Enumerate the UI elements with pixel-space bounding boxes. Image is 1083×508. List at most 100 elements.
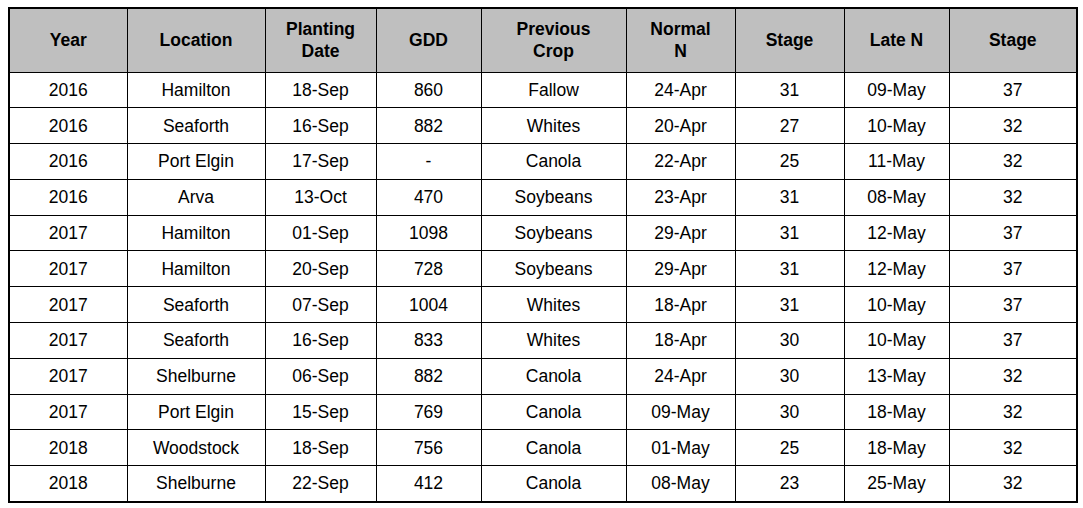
- table-cell: 10-May: [844, 323, 949, 359]
- table-cell: 31: [735, 287, 844, 323]
- table-cell: 09-May: [626, 394, 735, 430]
- table-cell: 31: [735, 72, 844, 108]
- table-cell: 25-May: [844, 466, 949, 502]
- table-cell: 1098: [376, 215, 481, 251]
- table-header: YearLocationPlanting DateGDDPrevious Cro…: [9, 8, 1077, 72]
- table-cell: 22-Sep: [265, 466, 376, 502]
- table-cell: 24-Apr: [626, 358, 735, 394]
- table-cell: 18-May: [844, 394, 949, 430]
- table-cell: Hamilton: [127, 215, 265, 251]
- table-row: 2017Shelburne06-Sep882Canola24-Apr3013-M…: [9, 358, 1077, 394]
- table-cell: Soybeans: [481, 251, 626, 287]
- table-cell: 01-May: [626, 430, 735, 466]
- table-row: 2016Port Elgin17-Sep-Canola22-Apr2511-Ma…: [9, 144, 1077, 180]
- table-cell: 13-May: [844, 358, 949, 394]
- table-cell: 2017: [9, 287, 127, 323]
- table-cell: 37: [949, 72, 1077, 108]
- table-cell: Hamilton: [127, 72, 265, 108]
- column-header-7: Late N: [844, 8, 949, 72]
- table-cell: 08-May: [844, 179, 949, 215]
- table-cell: Shelburne: [127, 358, 265, 394]
- table-cell: 37: [949, 215, 1077, 251]
- table-cell: Canola: [481, 430, 626, 466]
- table-cell: 31: [735, 179, 844, 215]
- table-cell: Canola: [481, 358, 626, 394]
- table-cell: 32: [949, 358, 1077, 394]
- table-cell: 12-May: [844, 215, 949, 251]
- table-cell: 17-Sep: [265, 144, 376, 180]
- table-cell: 31: [735, 251, 844, 287]
- table-cell: 25: [735, 144, 844, 180]
- table-cell: 1004: [376, 287, 481, 323]
- table-cell: 860: [376, 72, 481, 108]
- table-cell: 29-Apr: [626, 251, 735, 287]
- table-cell: 728: [376, 251, 481, 287]
- table-cell: 37: [949, 287, 1077, 323]
- table-cell: 08-May: [626, 466, 735, 502]
- table-cell: 18-Sep: [265, 430, 376, 466]
- column-header-0: Year: [9, 8, 127, 72]
- table-cell: 10-May: [844, 108, 949, 144]
- table-cell: 756: [376, 430, 481, 466]
- column-header-5: Normal N: [626, 8, 735, 72]
- table-cell: 37: [949, 323, 1077, 359]
- table-cell: 13-Oct: [265, 179, 376, 215]
- header-row: YearLocationPlanting DateGDDPrevious Cro…: [9, 8, 1077, 72]
- column-header-2: Planting Date: [265, 8, 376, 72]
- table-cell: Soybeans: [481, 215, 626, 251]
- table-row: 2017Seaforth16-Sep833Whites18-Apr3010-Ma…: [9, 323, 1077, 359]
- table-cell: 833: [376, 323, 481, 359]
- column-header-8: Stage: [949, 8, 1077, 72]
- table-cell: Whites: [481, 108, 626, 144]
- table-cell: Shelburne: [127, 466, 265, 502]
- table-cell: 18-Apr: [626, 323, 735, 359]
- table-cell: 32: [949, 144, 1077, 180]
- table-cell: 23: [735, 466, 844, 502]
- table-row: 2018Woodstock18-Sep756Canola01-May2518-M…: [9, 430, 1077, 466]
- column-header-6: Stage: [735, 8, 844, 72]
- table-cell: Hamilton: [127, 251, 265, 287]
- table-cell: 20-Apr: [626, 108, 735, 144]
- table-cell: 29-Apr: [626, 215, 735, 251]
- table-cell: 412: [376, 466, 481, 502]
- table-cell: 2018: [9, 466, 127, 502]
- column-header-3: GDD: [376, 8, 481, 72]
- table-body: 2016Hamilton18-Sep860Fallow24-Apr3109-Ma…: [9, 72, 1077, 502]
- table-cell: Seaforth: [127, 287, 265, 323]
- table-cell: 2016: [9, 144, 127, 180]
- table-cell: 09-May: [844, 72, 949, 108]
- table-cell: 25: [735, 430, 844, 466]
- table-row: 2017Hamilton20-Sep728Soybeans29-Apr3112-…: [9, 251, 1077, 287]
- table-cell: 32: [949, 108, 1077, 144]
- table-cell: 2016: [9, 72, 127, 108]
- table-cell: 882: [376, 108, 481, 144]
- table-cell: 32: [949, 430, 1077, 466]
- table-cell: 882: [376, 358, 481, 394]
- table-cell: 24-Apr: [626, 72, 735, 108]
- table-cell: 769: [376, 394, 481, 430]
- table-cell: 12-May: [844, 251, 949, 287]
- table-cell: Canola: [481, 144, 626, 180]
- table-cell: Port Elgin: [127, 394, 265, 430]
- table-cell: 22-Apr: [626, 144, 735, 180]
- table-cell: 01-Sep: [265, 215, 376, 251]
- table-cell: Seaforth: [127, 108, 265, 144]
- table-cell: 10-May: [844, 287, 949, 323]
- table-cell: 2017: [9, 215, 127, 251]
- table-cell: Whites: [481, 287, 626, 323]
- column-header-1: Location: [127, 8, 265, 72]
- table-cell: 2016: [9, 108, 127, 144]
- table-cell: 30: [735, 323, 844, 359]
- table-cell: 2017: [9, 323, 127, 359]
- table-cell: 470: [376, 179, 481, 215]
- column-header-4: Previous Crop: [481, 8, 626, 72]
- table-cell: 2016: [9, 179, 127, 215]
- table-cell: Port Elgin: [127, 144, 265, 180]
- table-cell: 16-Sep: [265, 323, 376, 359]
- table-cell: 07-Sep: [265, 287, 376, 323]
- field-trials-table: YearLocationPlanting DateGDDPrevious Cro…: [8, 7, 1078, 503]
- table-cell: 30: [735, 394, 844, 430]
- table-cell: -: [376, 144, 481, 180]
- table-cell: 37: [949, 251, 1077, 287]
- table-cell: Fallow: [481, 72, 626, 108]
